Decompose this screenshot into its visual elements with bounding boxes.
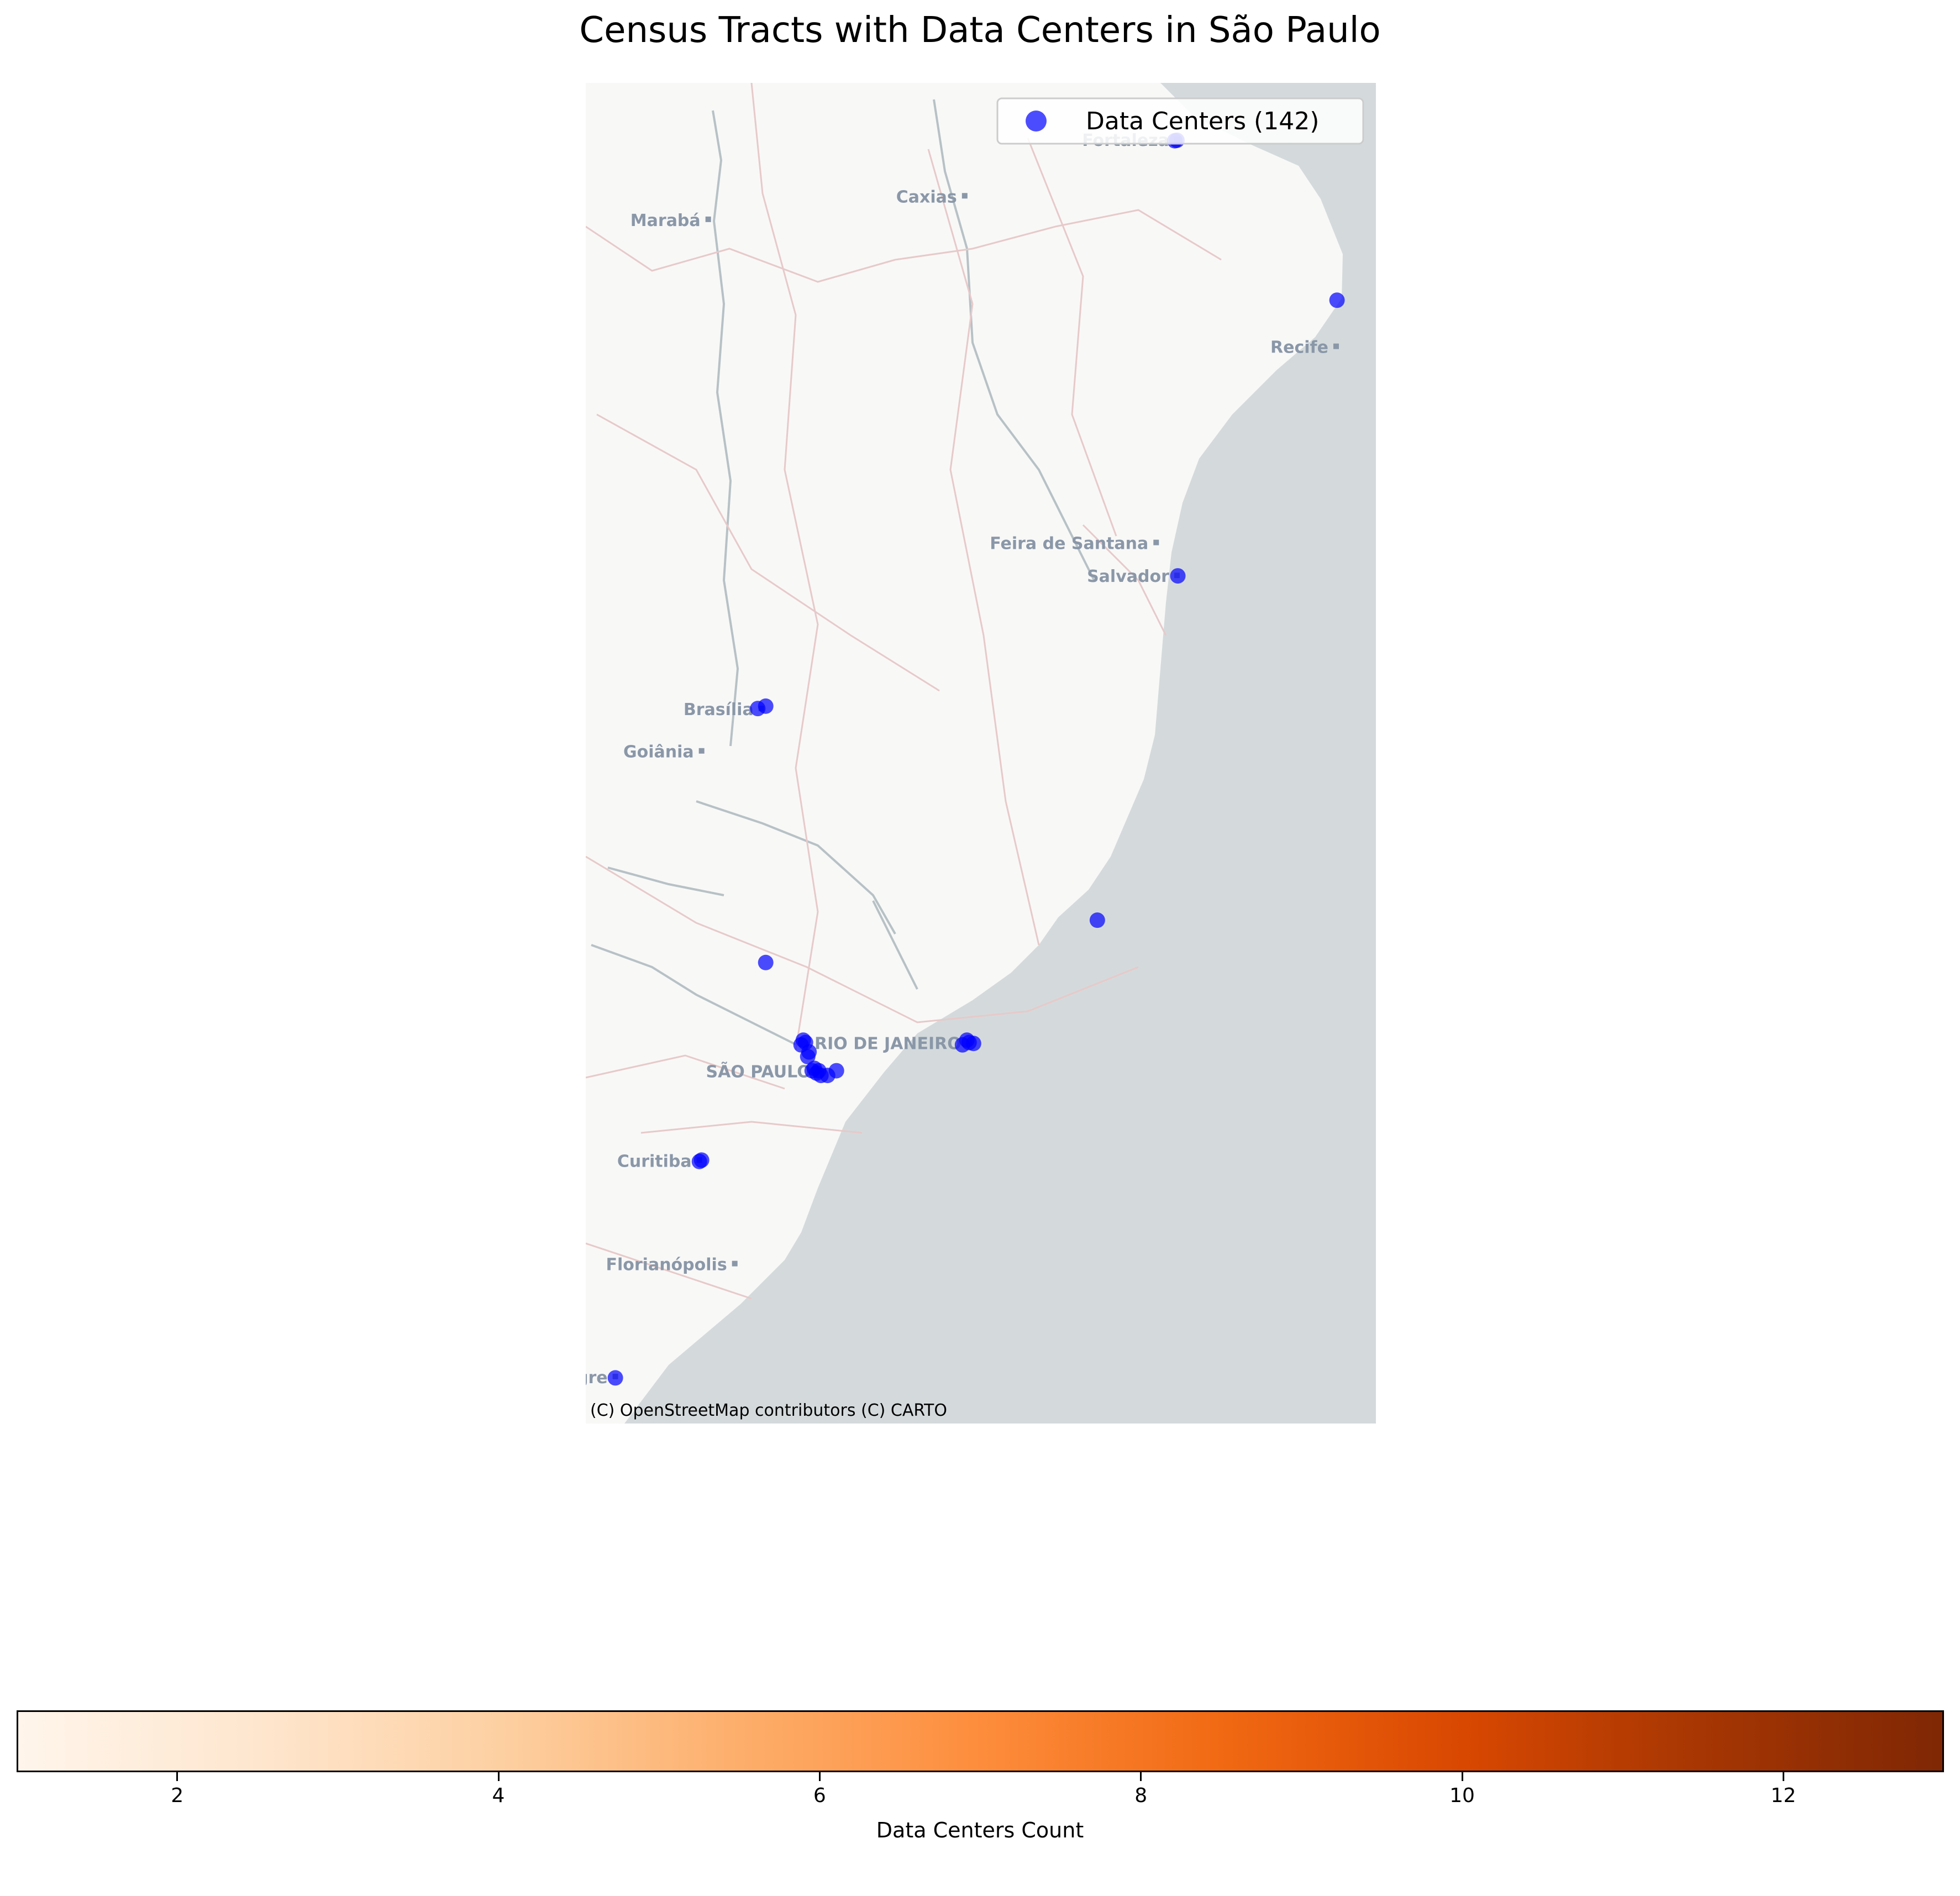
map-legend: Data Centers (142) (996, 97, 1364, 145)
road-line (596, 413, 940, 692)
data-center-points (607, 132, 1345, 1386)
colorbar-axis: 2 4 6 8 10 12 (17, 1772, 1944, 1839)
legend-marker (1026, 111, 1047, 132)
river-line (933, 99, 1095, 581)
place-label: Brasília (684, 700, 754, 719)
place-label: Marabá (630, 211, 701, 230)
place-label: Recife (1270, 338, 1328, 358)
road-line (586, 1054, 785, 1090)
place-marker (698, 748, 705, 754)
data-center-point (693, 1152, 710, 1168)
colorbar (17, 1710, 1944, 1772)
data-center-point (1170, 568, 1186, 584)
colorbar-label: Data Centers Count (876, 1818, 1084, 1842)
river-line (696, 800, 896, 934)
data-center-point (795, 1032, 811, 1048)
place-marker (705, 216, 711, 222)
data-center-point (1089, 912, 1105, 928)
colorbar-tick-label: 2 (171, 1784, 184, 1807)
colorbar-tick (176, 1772, 178, 1781)
river-line (591, 944, 796, 1046)
road-line (640, 1121, 863, 1134)
place-label: Porto Alegre (586, 1368, 608, 1388)
data-center-point (801, 1044, 817, 1060)
basemap[interactable]: FortalezaCaxiasMarabáRecifeFeira de Sant… (586, 83, 1376, 1424)
place-label: SÃO PAULO (706, 1062, 811, 1082)
road-layer (586, 83, 1222, 1300)
colorbar-tick-label: 12 (1770, 1784, 1796, 1807)
river-layer (591, 99, 1095, 1046)
data-center-point (811, 1063, 827, 1079)
landmass (586, 83, 1343, 1424)
place-label: Curitiba (617, 1152, 692, 1171)
colorbar-tick (1782, 1772, 1784, 1781)
colorbar-tick (497, 1772, 500, 1781)
river-line (607, 866, 724, 896)
colorbar-tick (1140, 1772, 1142, 1781)
map-attribution: (C) OpenStreetMap contributors (C) CARTO (590, 1401, 947, 1420)
colorbar-tick-label: 8 (1134, 1784, 1148, 1807)
data-center-point (758, 698, 774, 714)
map-title: Census Tracts with Data Centers in São P… (579, 10, 1381, 51)
place-label: Salvador (1087, 567, 1169, 586)
data-center-point (607, 1370, 623, 1386)
land-layer (586, 83, 1376, 1424)
colorbar-tick (1461, 1772, 1463, 1781)
road-line (1082, 524, 1167, 636)
place-marker (732, 1261, 738, 1267)
colorbar-tick-label: 10 (1449, 1784, 1475, 1807)
colorbar-tick-label: 6 (813, 1784, 826, 1807)
road-line (1027, 138, 1117, 537)
legend-label: Data Centers (142) (1086, 107, 1319, 135)
road-line (750, 83, 819, 1051)
road-line (927, 149, 1040, 946)
place-label: Goiânia (623, 743, 694, 762)
place-marker (1153, 539, 1159, 545)
legend-box (996, 97, 1364, 145)
river-line (712, 110, 739, 747)
road-line (586, 1242, 752, 1300)
data-center-point (828, 1063, 844, 1079)
place-label: RIO DE JANEIRO (815, 1034, 961, 1054)
colorbar-tick-label: 4 (492, 1784, 505, 1807)
data-center-point (959, 1032, 975, 1048)
place-label: Florianópolis (606, 1256, 727, 1275)
place-marker (1333, 343, 1339, 349)
data-center-point (758, 954, 774, 970)
place-label: Feira de Santana (990, 534, 1148, 554)
road-line (586, 209, 1222, 283)
data-center-point (1329, 292, 1345, 308)
colorbar-tick (818, 1772, 821, 1781)
river-line (872, 900, 918, 990)
road-line (586, 855, 1139, 1023)
place-marker (961, 193, 968, 199)
place-label: Caxias (896, 187, 957, 207)
